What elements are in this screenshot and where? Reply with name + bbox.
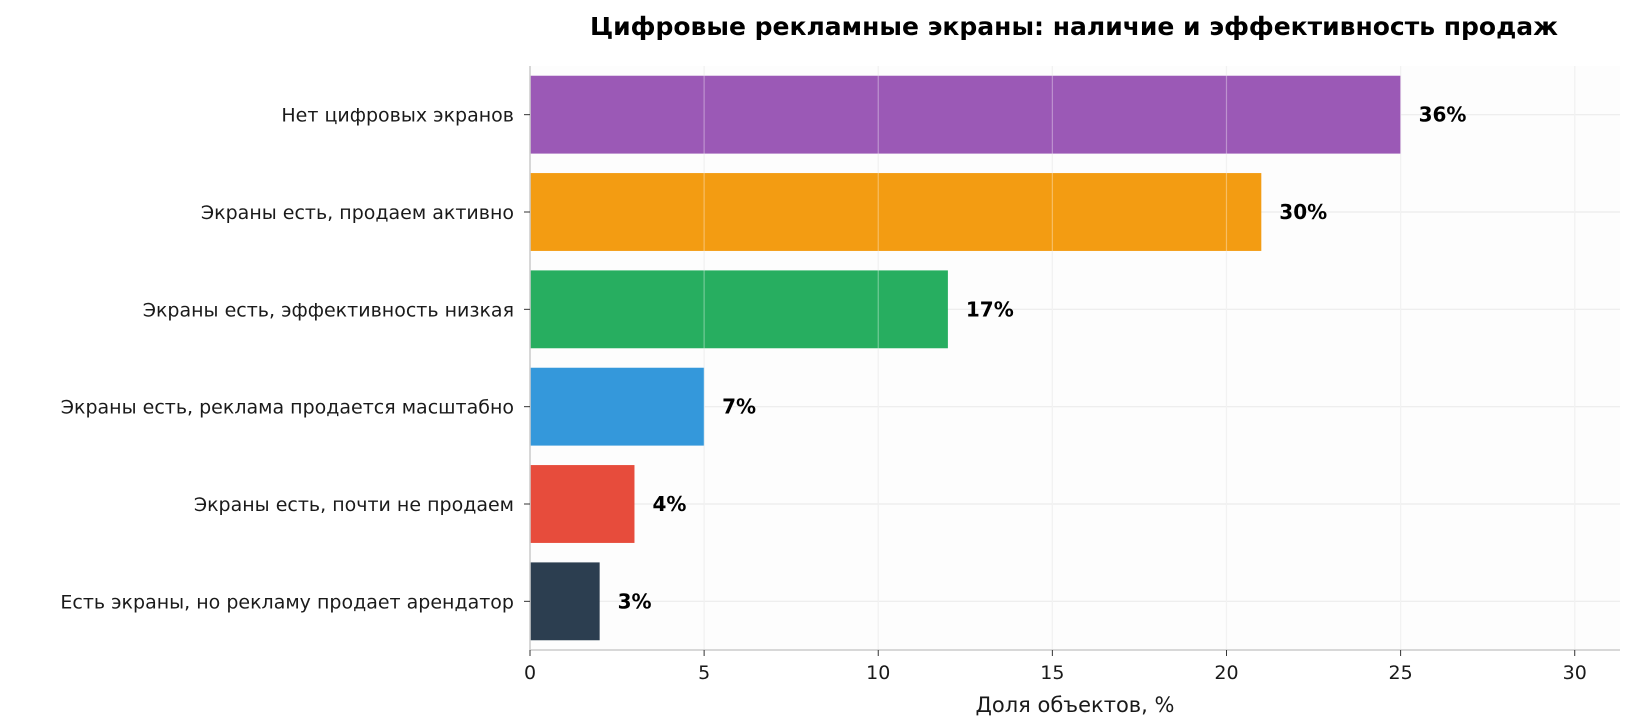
x-tick-label: 10	[866, 662, 890, 684]
bar	[530, 562, 600, 641]
bar	[530, 173, 1262, 251]
bars	[530, 75, 1401, 641]
data-label: 30%	[1279, 200, 1327, 224]
x-tick-label: 20	[1214, 662, 1238, 684]
data-label: 36%	[1419, 103, 1467, 127]
x-tick-labels: 0 5 10 15 20 25 30	[524, 650, 1587, 684]
category-label: Экраны есть, эффективность низкая	[143, 299, 514, 321]
x-tick-label: 5	[698, 662, 710, 684]
category-label: Нет цифровых экранов	[281, 105, 514, 127]
category-label: Есть экраны, но рекламу продает арендато…	[60, 591, 514, 613]
bar	[530, 270, 948, 349]
data-label: 4%	[652, 492, 686, 516]
bar	[530, 465, 635, 543]
x-axis-title: Доля объектов, %	[976, 693, 1175, 717]
x-tick-label: 30	[1563, 662, 1587, 684]
chart-title: Цифровые рекламные экраны: наличие и эфф…	[590, 12, 1558, 41]
data-labels: 36% 30% 17% 7% 4% 3%	[618, 103, 1467, 614]
data-label: 7%	[722, 395, 756, 419]
bar	[530, 75, 1401, 154]
data-label: 3%	[618, 589, 652, 613]
category-label: Экраны есть, реклама продается масштабно	[61, 397, 514, 419]
plot-background	[530, 66, 1620, 650]
axes	[529, 66, 1620, 651]
data-label: 17%	[966, 297, 1014, 321]
x-tick-label: 25	[1389, 662, 1413, 684]
category-labels: Нет цифровых экранов Экраны есть, продаем…	[60, 105, 530, 613]
category-label: Экраны есть, почти не продаем	[194, 494, 514, 516]
x-tick-label: 0	[524, 662, 536, 684]
x-tick-label: 15	[1040, 662, 1064, 684]
category-label: Экраны есть, продаем активно	[201, 202, 514, 224]
bar	[530, 367, 705, 446]
